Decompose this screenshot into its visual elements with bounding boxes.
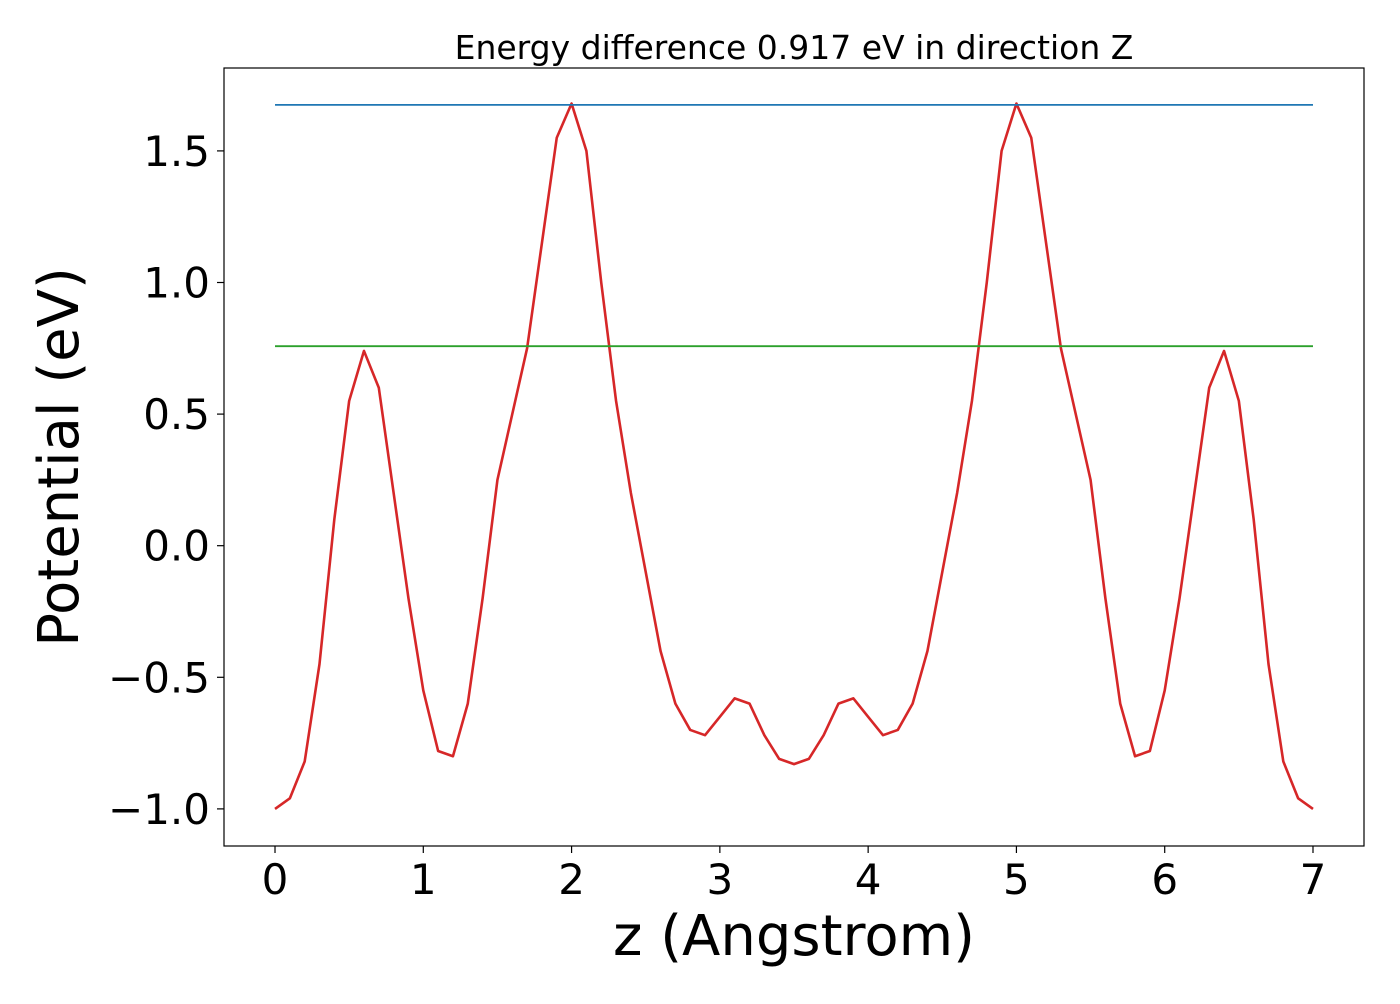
x-tick-label: 3 (706, 855, 733, 904)
x-tick-label: 5 (1003, 855, 1030, 904)
x-tick-label: 2 (558, 855, 585, 904)
y-tick-label: −0.5 (108, 653, 210, 702)
y-tick-label: 1.5 (143, 127, 210, 176)
x-tick-label: 4 (855, 855, 882, 904)
y-tick-label: 0.0 (143, 522, 210, 571)
x-tick-label: 0 (262, 855, 289, 904)
y-axis-label: Potential (eV) (27, 267, 92, 647)
plot-frame (223, 67, 1365, 847)
x-tick-label: 7 (1300, 855, 1327, 904)
x-axis-label: z (Angstrom) (613, 904, 975, 969)
x-tick-label: 6 (1151, 855, 1178, 904)
x-tick-label: 1 (410, 855, 437, 904)
y-tick-label: −1.0 (108, 785, 210, 834)
chart-title: Energy difference 0.917 eV in direction … (455, 28, 1134, 67)
y-tick-label: 0.5 (143, 390, 210, 439)
y-tick-label: 1.0 (143, 259, 210, 308)
data-line (274, 102, 1314, 810)
